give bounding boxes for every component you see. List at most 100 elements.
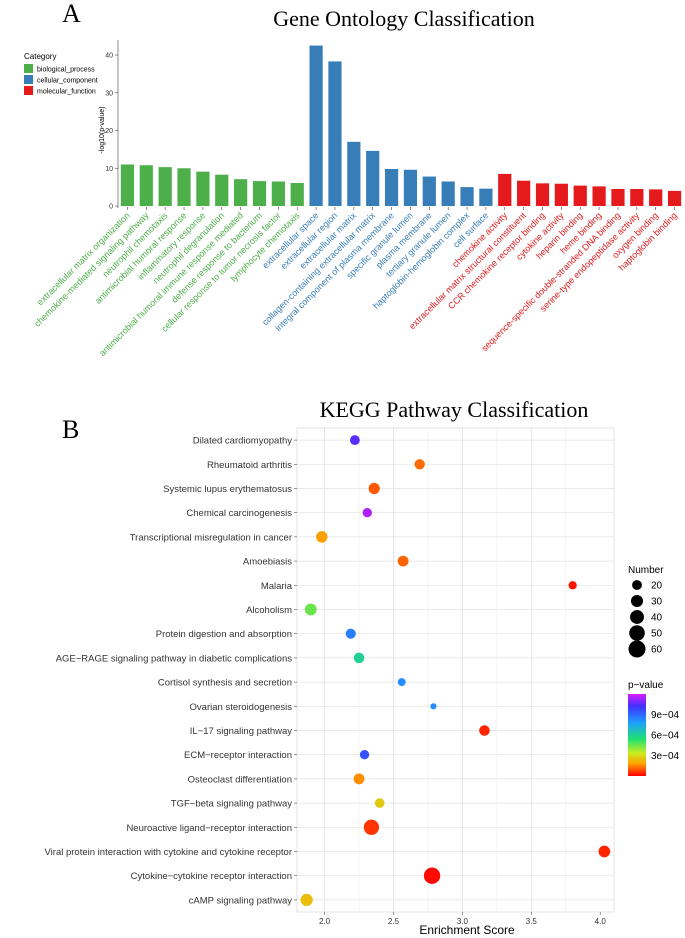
go-bar [422, 176, 436, 206]
go-bar [290, 182, 304, 206]
number-legend-label: 30 [651, 597, 663, 608]
kegg-pathway-label: Alcoholism [246, 605, 292, 616]
go-bar [667, 190, 682, 206]
kegg-pathway-label: Rheumatoid arthritis [207, 460, 292, 471]
kegg-pathway-label: ECM−receptor interaction [184, 750, 292, 761]
pvalue-legend-label: 6e−04 [651, 731, 680, 742]
go-y-tick-label: 20 [105, 128, 113, 135]
kegg-pathway-label: IL−17 signaling pathway [190, 726, 292, 737]
go-bar [139, 165, 153, 206]
kegg-pathway-label: Malaria [261, 581, 293, 592]
go-y-tick-label: 10 [105, 166, 113, 173]
kegg-dot-plot: 2.0 2.5 3.0 3.5 4.0 Dilated cardiomyopathy Rhe… [45, 427, 615, 926]
go-y-tick-label: 30 [105, 90, 113, 97]
number-legend-label: 50 [651, 629, 663, 640]
kegg-x-tick-label: 4.0 [595, 917, 607, 926]
kegg-point [374, 798, 385, 808]
kegg-pathway-label: Amoebiasis [243, 557, 292, 568]
kegg-pathway-label: Chemical carcinogenesis [186, 508, 292, 519]
kegg-pathway-label: Cytokine−cytokine receptor interaction [131, 871, 292, 882]
go-bar [196, 171, 210, 206]
kegg-pathway-label: Cortisol synthesis and secretion [158, 678, 292, 689]
panel-b-label: B [62, 415, 79, 444]
go-bar [120, 164, 135, 206]
go-bar [535, 183, 550, 206]
go-legend-title: Category [24, 52, 56, 61]
kegg-x-tick-label: 3.0 [457, 917, 469, 926]
number-legend-dot [629, 625, 645, 641]
kegg-x-axis-label: Enrichment Score [419, 923, 515, 937]
kegg-point [316, 531, 328, 543]
kegg-pathway-label: Osteoclast differentiation [188, 774, 292, 785]
kegg-pathway-label: Protein digestion and absorption [156, 629, 292, 640]
number-legend-dot [630, 610, 644, 624]
go-bar [611, 189, 625, 206]
number-legend-label: 20 [651, 581, 663, 592]
go-legend-swatch [24, 64, 33, 73]
kegg-point [598, 845, 611, 858]
go-bar [441, 181, 455, 206]
go-bar [271, 181, 285, 206]
pvalue-legend-title: p−value [628, 680, 664, 691]
pvalue-legend-label: 3e−04 [651, 751, 680, 762]
go-bar [479, 188, 493, 206]
kegg-point [362, 508, 372, 518]
go-bar [309, 45, 323, 206]
kegg-pathway-label: Transcriptional misregulation in cancer [130, 532, 292, 543]
kegg-pathway-label: Viral protein interaction with cytokine … [45, 847, 292, 858]
kegg-point [430, 703, 437, 710]
panel-a-label: A [62, 0, 81, 28]
number-legend-dot [632, 580, 642, 590]
go-bar [403, 169, 418, 206]
go-bar [554, 183, 568, 206]
go-bar [630, 189, 644, 206]
go-legend-entry: molecular_function [37, 89, 96, 96]
go-legend-entry: biological_process [37, 67, 95, 74]
number-legend-dot [630, 594, 644, 608]
kegg-x-tick-label: 2.0 [319, 917, 331, 926]
go-bar [592, 186, 606, 206]
kegg-x-tick-label: 3.5 [526, 917, 538, 926]
kegg-pathway-label: Neuroactive ligand−receptor interaction [126, 823, 292, 834]
go-bar [649, 189, 663, 206]
go-bar [498, 173, 512, 206]
kegg-point [353, 652, 365, 664]
kegg-point [368, 482, 380, 495]
go-chart-title: Gene Ontology Classification [273, 6, 535, 31]
kegg-chart-title: KEGG Pathway Classification [320, 397, 589, 422]
kegg-point [423, 867, 441, 884]
pvalue-color-legend: 9e−04 6e−04 3e−04 [646, 710, 680, 762]
kegg-point [349, 435, 360, 446]
go-y-tick-label: 0 [109, 204, 113, 211]
go-bar [252, 181, 267, 206]
go-legend: Category biological_process cellular_comp… [24, 52, 98, 96]
kegg-point [359, 750, 370, 760]
kegg-point [414, 459, 425, 470]
number-legend-title: Number [628, 565, 664, 576]
go-bar [384, 169, 399, 206]
kegg-point [304, 603, 317, 616]
go-legend-entry: cellular_component [37, 78, 98, 85]
kegg-point [363, 819, 380, 835]
go-bar [158, 167, 172, 206]
go-bar [347, 141, 361, 206]
kegg-point [353, 773, 365, 785]
go-bar [215, 174, 229, 206]
go-bar [177, 168, 191, 206]
go-bar [460, 187, 474, 206]
go-bar [328, 61, 342, 207]
go-y-axis-label: -log10(p-value) [99, 106, 106, 153]
go-legend-swatch [24, 86, 33, 95]
kegg-point [479, 725, 490, 736]
kegg-x-tick-label: 2.5 [388, 917, 400, 926]
kegg-pathway-label: AGE−RAGE signaling pathway in diabetic c… [56, 653, 293, 664]
go-bar [573, 185, 587, 206]
go-bar [234, 179, 248, 206]
kegg-pathway-label: Systemic lupus erythematosus [163, 484, 292, 495]
kegg-point [397, 678, 406, 687]
go-bar [366, 150, 380, 206]
kegg-pathway-label: Dilated cardiomyopathy [193, 436, 293, 447]
kegg-point [345, 628, 356, 639]
kegg-pathway-label: Ovarian steroidogenesis [190, 702, 293, 713]
kegg-point [568, 581, 577, 590]
